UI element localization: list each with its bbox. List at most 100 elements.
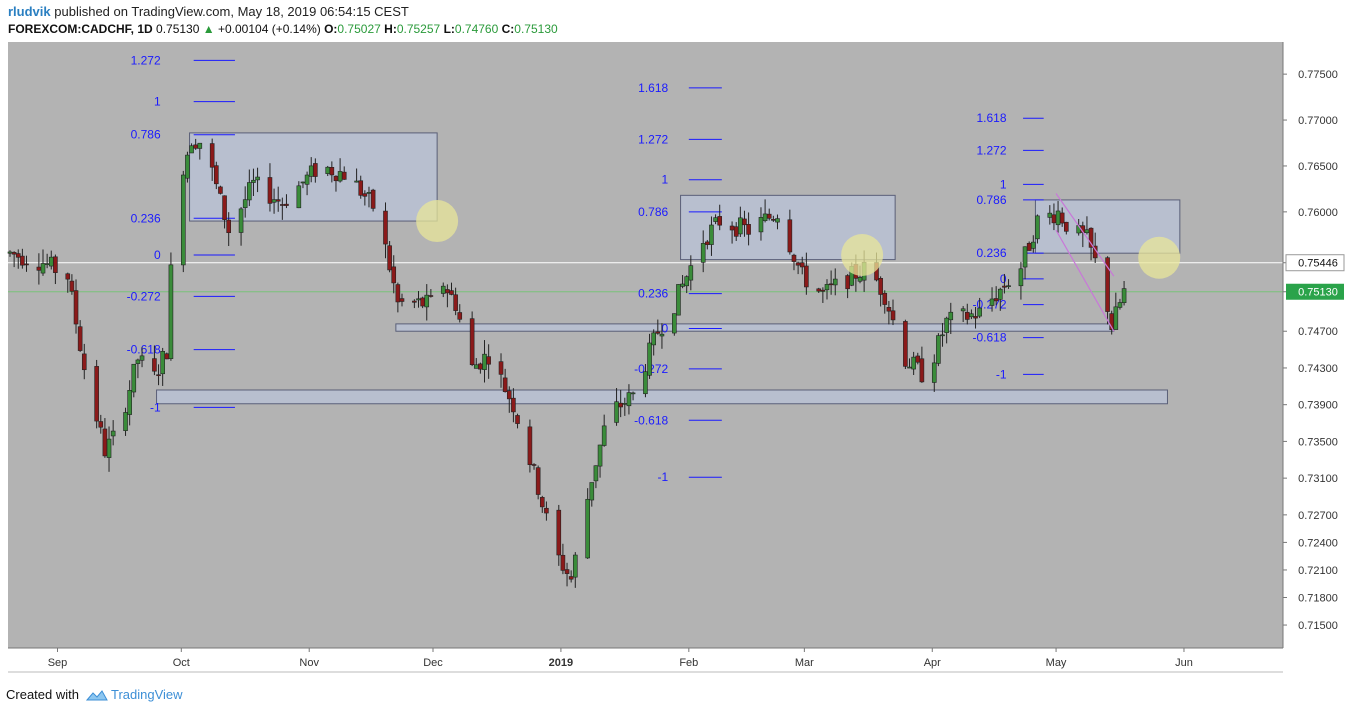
fib-label-1.272: 1.272: [638, 132, 668, 146]
candle-body: [655, 331, 661, 334]
candle-body: [560, 554, 566, 571]
candle-body: [24, 263, 29, 266]
candle-body: [127, 390, 132, 415]
fib-label-0: 0: [154, 248, 161, 262]
candle-body: [936, 335, 941, 364]
candle-body: [680, 283, 685, 287]
y-tick-label: 0.73500: [1298, 436, 1338, 448]
candle-body: [300, 181, 306, 184]
symbol-label[interactable]: FOREXCOM:CADCHF, 1D: [8, 22, 153, 36]
high-value: 0.75257: [396, 22, 441, 36]
candle-body: [630, 392, 636, 395]
candle-body: [399, 298, 405, 302]
candle-body: [354, 180, 359, 183]
y-tick-label: 0.72400: [1298, 537, 1338, 549]
candle-body: [457, 312, 463, 320]
candle-body: [593, 465, 599, 482]
candle-body: [795, 262, 801, 266]
fibonacci-levels: 1.272 1 0.786 0.236 0 -0.272 -0.618 -1 1.618 1.27…: [127, 53, 1044, 484]
candle-body: [651, 332, 656, 346]
fib-label-1.272: 1.272: [977, 143, 1007, 157]
candle-body: [828, 283, 834, 286]
fib-label-1.618: 1.618: [977, 111, 1007, 125]
candle-body: [313, 163, 318, 177]
target-circle: [841, 234, 884, 277]
candle-body: [160, 351, 165, 375]
candle-body: [643, 371, 648, 395]
candle-body: [11, 252, 17, 255]
low-label: L:: [443, 22, 455, 36]
fib-label--1: -1: [658, 470, 669, 484]
candle-body: [428, 295, 434, 297]
open-value: 0.75027: [337, 22, 381, 36]
candle-body: [515, 415, 520, 424]
y-tick-label: 0.76000: [1298, 207, 1338, 219]
candle-body: [787, 219, 793, 253]
candle-body: [733, 226, 739, 237]
candle-body: [969, 313, 974, 318]
candle-body: [539, 497, 545, 508]
candle-body: [102, 428, 108, 457]
y-tick-label: 0.74300: [1298, 363, 1338, 375]
low-value: 0.74760: [454, 22, 499, 36]
candle-body: [222, 195, 227, 220]
candle-body: [275, 199, 281, 202]
candle-body: [845, 275, 850, 290]
candle-body: [824, 284, 830, 291]
fib-label-0: 0: [1000, 272, 1007, 286]
y-tick-label: 0.73100: [1298, 473, 1338, 485]
candle-body: [242, 199, 248, 208]
supply-demand-zones: [156, 132, 1181, 405]
author-name[interactable]: rludvik: [8, 4, 51, 19]
fib-label-0.236: 0.236: [131, 211, 161, 225]
candle-body: [589, 482, 595, 501]
zone-box: [189, 132, 438, 222]
price-lines: [8, 262, 1283, 293]
fib-label-1.272: 1.272: [131, 53, 161, 67]
candle-body: [746, 224, 751, 235]
candle-body: [123, 412, 128, 431]
candle-body: [758, 217, 764, 233]
candle-body: [684, 276, 689, 287]
candle-body: [791, 254, 797, 262]
candle-body: [1002, 285, 1007, 288]
candle-body: [445, 289, 450, 294]
candle-body: [816, 288, 822, 292]
candle-body: [973, 316, 978, 319]
candle-body: [48, 256, 54, 267]
tradingview-brand[interactable]: TradingView: [111, 687, 183, 702]
candle-body: [189, 145, 194, 154]
candle-body: [238, 208, 244, 233]
fib-label-0.786: 0.786: [131, 128, 161, 142]
candle-body: [412, 300, 417, 303]
candle-body: [486, 356, 491, 365]
y-tick-label: 0.74700: [1298, 326, 1338, 338]
x-tick-label: 2019: [549, 657, 573, 669]
close-value: 0.75130: [514, 22, 558, 36]
candle-body: [482, 353, 487, 370]
candle-body: [15, 253, 21, 258]
candle-body: [688, 265, 694, 281]
candle-body: [771, 219, 776, 221]
candle-body: [535, 467, 541, 495]
candle-body: [1051, 214, 1057, 224]
candle-body: [564, 569, 570, 574]
target-circles: [416, 200, 1181, 279]
candle-body: [709, 224, 714, 245]
candle-body: [1022, 246, 1028, 268]
open-label: O:: [324, 22, 338, 36]
high-label: H:: [384, 22, 397, 36]
candle-body: [527, 426, 533, 465]
candle-body: [717, 216, 723, 226]
y-tick-label: 0.77000: [1298, 115, 1338, 127]
candle-body: [1084, 229, 1090, 234]
candle-body: [20, 255, 25, 266]
candle-body: [65, 273, 71, 280]
price-mark-box: [1285, 254, 1345, 272]
candle-body: [672, 313, 677, 334]
candle-body: [622, 403, 628, 405]
zone-box: [156, 389, 1168, 405]
candle-body: [804, 265, 809, 288]
publish-info: rludvik published on TradingView.com, Ma…: [8, 4, 409, 19]
